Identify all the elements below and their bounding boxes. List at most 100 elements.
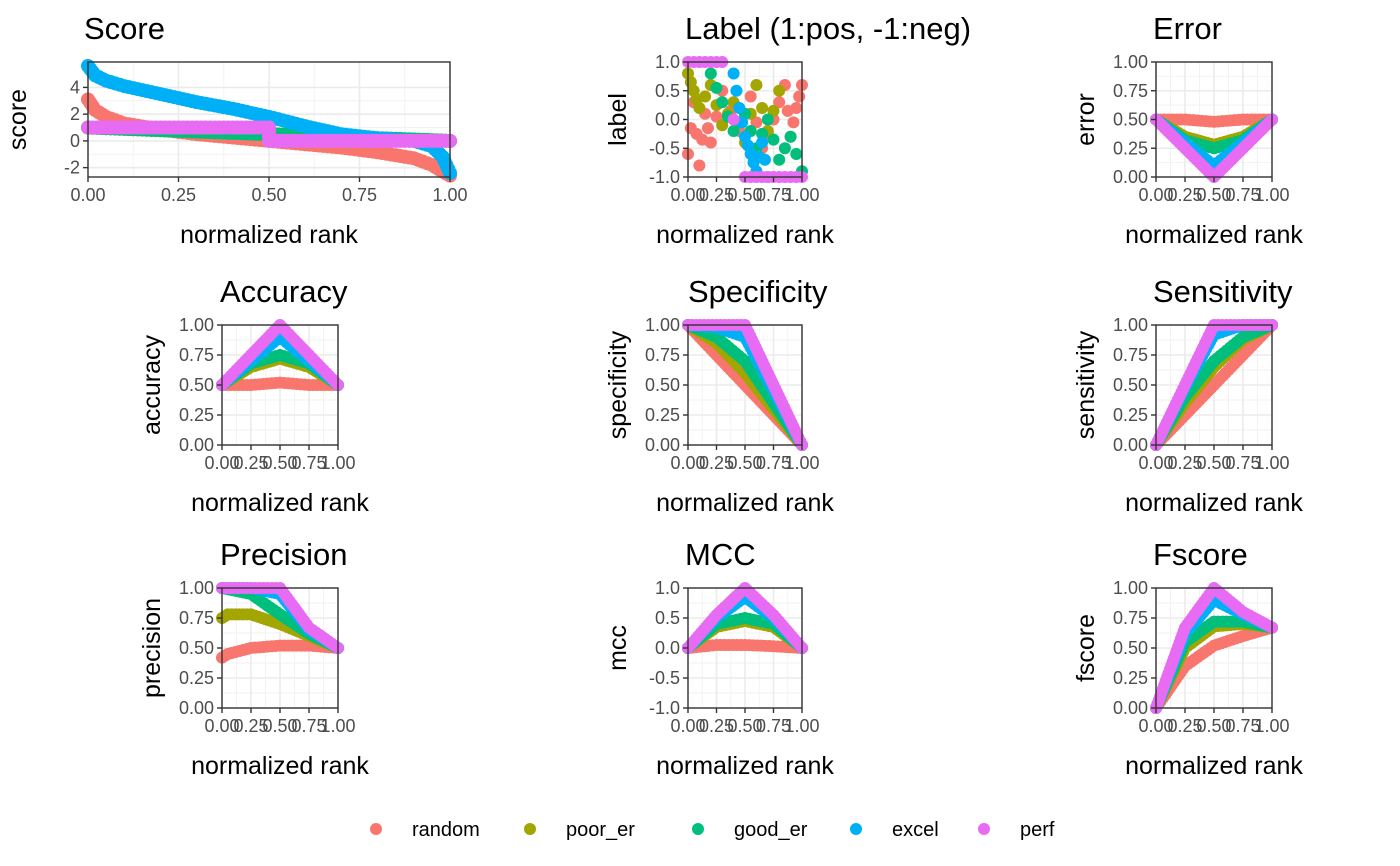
series-perf xyxy=(1150,319,1278,451)
y-tick-label: 0.50 xyxy=(179,638,214,658)
x-tick-label: 0.75 xyxy=(756,185,791,205)
x-tick-label: 0.00 xyxy=(70,185,105,205)
data-point xyxy=(750,116,763,129)
legend-item-excel: excel xyxy=(850,819,939,841)
y-tick-label: 0.5 xyxy=(655,81,680,101)
y-tick-label: 0 xyxy=(70,131,80,151)
x-tick-label: 0.25 xyxy=(161,185,196,205)
x-tick-label: 0.25 xyxy=(699,716,734,736)
y-tick-label: 0.25 xyxy=(645,405,680,425)
x-tick-label: 0.50 xyxy=(1196,185,1231,205)
x-tick-label: 0.50 xyxy=(727,453,762,473)
data-point xyxy=(761,113,774,126)
legend-item-good_er: good_er xyxy=(692,819,808,841)
x-tick-label: 0.25 xyxy=(699,185,734,205)
y-tick-label: 0.00 xyxy=(179,435,214,455)
data-point xyxy=(710,81,723,94)
legend-swatch xyxy=(850,823,862,835)
panel-title: Sensitivity xyxy=(1153,274,1293,309)
y-tick-label: 0.0 xyxy=(655,110,680,130)
x-tick-label: 0.00 xyxy=(670,716,705,736)
y-tick-label: -0.5 xyxy=(649,668,680,688)
panel-precision: 0.000.250.500.751.000.000.250.500.751.00… xyxy=(138,537,369,780)
legend-label: excel xyxy=(892,819,939,841)
legend-label: perf xyxy=(1020,819,1055,841)
data-point xyxy=(750,79,763,91)
y-tick-label: 0.50 xyxy=(645,375,680,395)
legend-swatch xyxy=(524,823,536,835)
legend-label: random xyxy=(412,819,480,841)
x-tick-label: 1.00 xyxy=(784,453,819,473)
x-tick-label: 0.25 xyxy=(699,453,734,473)
x-tick-label: 0.50 xyxy=(727,716,762,736)
panel-title: Label (1:pos, -1:neg) xyxy=(685,11,971,46)
y-tick-label: 0.50 xyxy=(1113,375,1148,395)
legend-item-perf: perf xyxy=(978,819,1055,841)
y-tick-label: 1.0 xyxy=(655,52,680,72)
x-tick-label: 1.00 xyxy=(784,185,819,205)
legend-swatch xyxy=(692,823,704,835)
data-point xyxy=(787,116,800,129)
y-tick-label: 1.00 xyxy=(1113,315,1148,335)
y-tick-label: 1.00 xyxy=(1113,52,1148,72)
x-tick-label: 0.00 xyxy=(204,453,239,473)
x-tick-label: 0.25 xyxy=(233,453,268,473)
y-tick-label: 1.00 xyxy=(179,315,214,335)
x-tick-label: 0.50 xyxy=(251,185,286,205)
panel-label: 0.000.250.500.751.00 -1.0 -0.5 0.0 0.5 1.0Lab… xyxy=(604,11,971,249)
x-tick-label: 0.25 xyxy=(1167,185,1202,205)
data-point xyxy=(727,67,740,80)
data-point xyxy=(730,84,743,97)
y-axis-label: sensitivity xyxy=(1072,330,1100,439)
y-tick-label: 1.00 xyxy=(179,578,214,598)
x-axis-label: normalized rank xyxy=(191,489,369,517)
data-point xyxy=(733,102,746,114)
data-point xyxy=(699,90,712,103)
panel-specificity: 0.000.250.500.751.000.000.250.500.751.00… xyxy=(604,274,834,517)
data-point xyxy=(773,84,786,97)
x-tick-label: 0.50 xyxy=(1196,716,1231,736)
data-point xyxy=(727,113,740,126)
y-tick-label: 0.75 xyxy=(179,608,214,628)
y-tick-label: 1.00 xyxy=(1113,578,1148,598)
panel-title: Error xyxy=(1153,11,1222,46)
legend-label: good_er xyxy=(734,819,808,841)
x-tick-label: 1.00 xyxy=(320,453,355,473)
y-axis-label: precision xyxy=(138,598,166,698)
series-perf xyxy=(682,319,808,451)
y-tick-label: 0.0 xyxy=(655,638,680,658)
legend: random poor_er good_er excel perf xyxy=(370,819,1055,841)
y-axis-label: label xyxy=(604,93,632,146)
series-perf xyxy=(682,582,808,654)
x-axis-label: normalized rank xyxy=(191,752,369,780)
data-point xyxy=(767,133,780,146)
data-point xyxy=(704,67,717,80)
data-point xyxy=(693,159,706,172)
x-tick-label: 0.75 xyxy=(1225,453,1260,473)
legend-label: poor_er xyxy=(566,819,635,841)
y-tick-label: 0.50 xyxy=(179,375,214,395)
y-tick-label: -1.0 xyxy=(649,698,680,718)
data-point xyxy=(716,119,729,132)
legend-swatch xyxy=(370,823,382,835)
panel-title: Accuracy xyxy=(220,274,348,309)
y-tick-label: -2 xyxy=(64,158,80,178)
data-point xyxy=(701,122,714,135)
x-tick-label: 0.00 xyxy=(1138,453,1173,473)
y-tick-label: 4 xyxy=(70,77,80,97)
y-tick-label: 0.00 xyxy=(179,698,214,718)
x-tick-label: 0.25 xyxy=(1167,716,1202,736)
x-tick-label: 1.00 xyxy=(1254,185,1289,205)
y-tick-label: 0.5 xyxy=(655,608,680,628)
y-axis-label: mcc xyxy=(604,625,632,671)
x-tick-label: 1.00 xyxy=(432,185,467,205)
y-tick-label: 0.00 xyxy=(1113,167,1148,187)
x-tick-label: 0.50 xyxy=(1196,453,1231,473)
y-tick-label: 0.75 xyxy=(1113,81,1148,101)
y-tick-label: 1.00 xyxy=(645,315,680,335)
x-tick-label: 1.00 xyxy=(784,716,819,736)
x-tick-label: 0.00 xyxy=(1138,185,1173,205)
data-point xyxy=(773,153,786,166)
